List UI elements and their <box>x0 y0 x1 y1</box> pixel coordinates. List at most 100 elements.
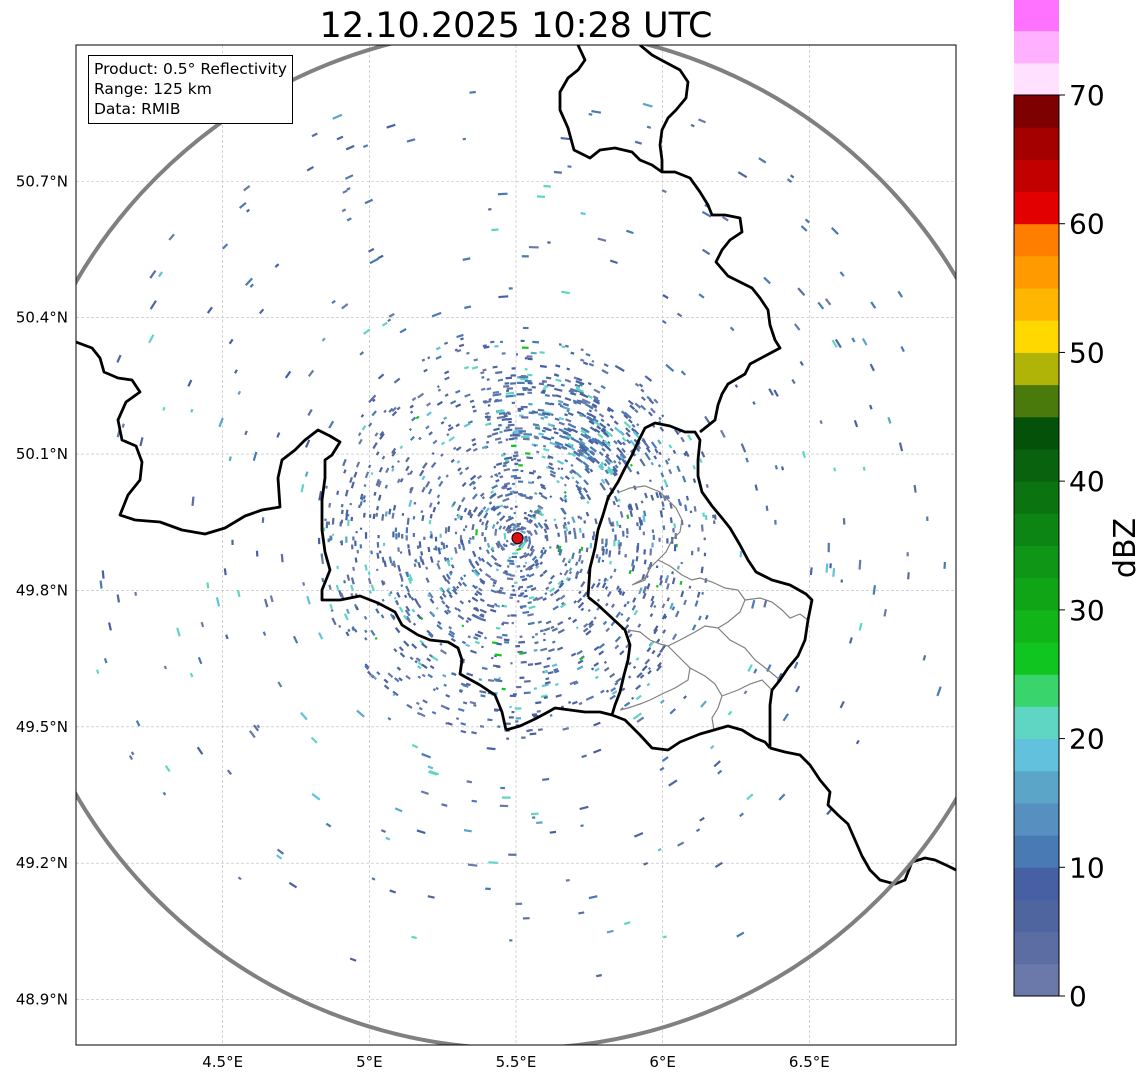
echo-cell <box>519 554 526 560</box>
echo-cell <box>623 414 629 420</box>
echo-cell <box>584 446 590 451</box>
echo-cell <box>543 664 550 669</box>
echo-cell <box>423 536 426 540</box>
echo-cell <box>701 591 705 595</box>
echo-cell <box>464 393 471 398</box>
echo-cell <box>579 451 584 456</box>
echo-cell <box>448 436 456 442</box>
echo-cell <box>399 572 404 581</box>
echo-cell <box>536 710 541 713</box>
echo-cell <box>368 464 372 469</box>
echo-cell <box>486 434 492 439</box>
radar-map[interactable]: 4.5°E 5°E 5.5°E 6°E 6.5°E 48.9°N49.2°N49.5°N… <box>0 0 1000 1081</box>
radar-site-marker[interactable] <box>511 532 524 545</box>
echo-cell <box>459 576 464 581</box>
echo-cell <box>377 480 382 488</box>
echo-cell <box>383 409 387 414</box>
echo-cell <box>832 568 836 577</box>
echo-cell <box>479 492 485 498</box>
echo-cell <box>509 490 515 494</box>
echo-cell <box>542 597 547 601</box>
echo-cell <box>511 585 515 588</box>
echo-cell <box>640 388 645 393</box>
echo-cell <box>406 517 410 525</box>
echo-cell <box>774 465 778 470</box>
echo-cell <box>700 566 704 574</box>
echo-cell <box>537 728 543 732</box>
echo-cell <box>589 426 597 433</box>
echo-cell <box>496 590 502 595</box>
echo-cell <box>472 481 477 485</box>
echo-cell <box>506 387 514 390</box>
echo-cell <box>858 622 863 631</box>
echo-cell <box>226 769 233 776</box>
echo-cell <box>421 673 426 678</box>
echo-cell <box>643 549 646 555</box>
echo-cell <box>592 417 599 423</box>
echo-cell <box>479 598 485 603</box>
echo-cell <box>414 660 418 664</box>
echo-cell <box>528 728 533 732</box>
echo-cell <box>495 521 500 525</box>
echo-cell <box>564 563 568 567</box>
echo-cell <box>73 558 75 562</box>
echo-cell <box>95 669 100 675</box>
echo-cell <box>345 536 348 543</box>
echo-cell <box>563 496 568 501</box>
echo-cell <box>507 614 510 617</box>
echo-cell <box>381 598 385 602</box>
echo-cell <box>457 543 461 550</box>
echo-cell <box>861 337 868 346</box>
echo-cell <box>399 328 407 334</box>
echo-cell <box>648 398 655 405</box>
echo-cell <box>397 547 400 552</box>
echo-cell <box>552 605 559 611</box>
echo-cell <box>339 521 342 527</box>
echo-cell <box>531 713 538 716</box>
echo-cell <box>634 402 642 409</box>
echo-cell <box>510 374 516 377</box>
echo-cell <box>357 432 362 437</box>
echo-cell <box>421 642 428 649</box>
echo-cell <box>553 170 562 174</box>
echo-cell <box>538 491 543 496</box>
echo-cell <box>603 660 608 664</box>
echo-cell <box>616 489 621 494</box>
echo-cell <box>540 549 544 554</box>
echo-cell <box>527 373 533 377</box>
echo-cell <box>480 694 486 698</box>
echo-cell <box>543 670 549 674</box>
echo-cell <box>580 211 586 216</box>
echo-cell <box>514 581 518 584</box>
echo-cell <box>636 470 640 475</box>
echo-cell <box>517 480 524 483</box>
echo-cell <box>431 311 442 318</box>
echo-cell <box>413 597 419 604</box>
echo-cell <box>647 666 652 670</box>
echo-cell <box>644 492 648 499</box>
echo-cell <box>471 493 478 500</box>
echo-cell <box>393 596 397 600</box>
echo-cell <box>243 185 251 192</box>
echo-cell <box>544 401 552 406</box>
echo-cell <box>554 682 559 687</box>
echo-cell <box>593 662 600 667</box>
echo-cell <box>463 829 472 833</box>
echo-cell <box>634 140 643 145</box>
echo-cell <box>593 748 602 754</box>
echo-cell <box>643 861 649 866</box>
echo-cell <box>525 496 533 500</box>
echo-cell <box>330 536 333 540</box>
echo-cell <box>157 271 164 278</box>
echo-cell <box>523 551 527 556</box>
echo-cell <box>541 455 546 459</box>
echo-cell <box>629 404 636 411</box>
echo-cell <box>148 334 155 344</box>
colorbar-tick-label: 10 <box>1069 851 1105 884</box>
echo-cell <box>638 383 644 388</box>
echo-cell <box>529 563 536 569</box>
echo-cell <box>496 494 504 499</box>
echo-cell <box>617 587 622 593</box>
echo-cell <box>473 570 480 577</box>
echo-cell <box>401 513 405 516</box>
